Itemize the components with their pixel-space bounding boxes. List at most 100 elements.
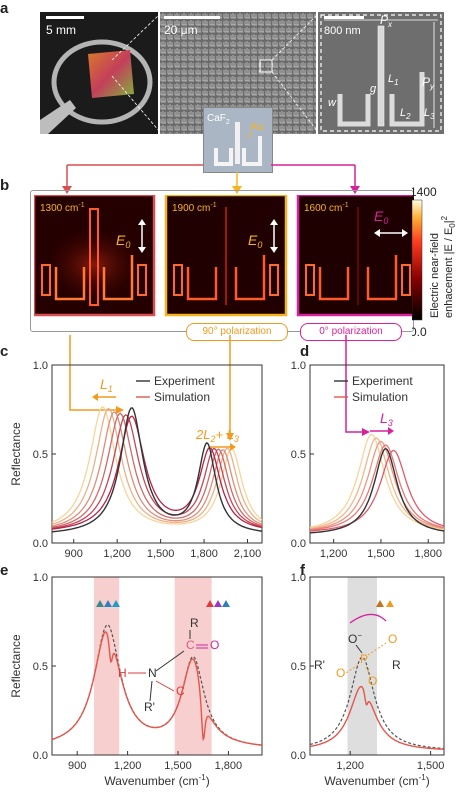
map-1300-e0: E0 bbox=[116, 232, 130, 250]
map-1900-e0: E0 bbox=[248, 232, 262, 250]
y-tick-label: 1.0 bbox=[33, 572, 48, 584]
x-tick-label: 1,500 bbox=[147, 548, 175, 560]
label-w: w bbox=[328, 97, 337, 109]
colorbar: 1400 0.0 Electric near-field enhacement … bbox=[412, 186, 457, 339]
atom-r: R bbox=[392, 658, 401, 672]
field-map-1600: 1600 cm-1 E0 bbox=[296, 195, 414, 317]
molecule-curve bbox=[309, 685, 444, 750]
mode-marker-triangle bbox=[222, 600, 230, 607]
amide-molecule: RC OH NCR' bbox=[118, 616, 219, 714]
panel-letter-d: d bbox=[300, 343, 310, 360]
chart-c: 900 1,200 1,500 1,800 2,100 0.0 0.5 1.0 Reflecta… bbox=[9, 360, 263, 560]
mode-marker-triangle bbox=[386, 600, 394, 607]
x-axis-label: Wavenumber (cm-1) bbox=[104, 773, 209, 788]
sample-photo-drawing: 5 mm bbox=[40, 16, 153, 134]
field-map-1900: 1900 cm-1 E0 bbox=[164, 195, 288, 317]
field-map-1300: 1300 cm-1 E0 bbox=[34, 195, 156, 317]
bond bbox=[365, 666, 371, 676]
simulation-curve-2 bbox=[309, 440, 445, 530]
svg-text:Electric near-field: Electric near-field bbox=[429, 233, 441, 318]
atom-n: N bbox=[148, 666, 157, 680]
simulation-curve-4 bbox=[51, 414, 263, 530]
pol-connectors bbox=[69, 335, 370, 441]
dashed-reference-curve bbox=[309, 656, 445, 750]
pol-0-label: 0° polarization bbox=[300, 323, 402, 341]
y-axis-label: Reflectance bbox=[9, 422, 23, 486]
map-1600-label: 1600 cm-1 bbox=[304, 202, 349, 214]
legend-experiment-label: Experiment bbox=[154, 374, 215, 388]
panel-letter-b: b bbox=[0, 177, 10, 194]
x-tick-label: 1,200 bbox=[320, 548, 348, 560]
y-tick-label: 1.0 bbox=[33, 360, 48, 372]
experiment-curve bbox=[51, 406, 263, 533]
label-py: Py bbox=[422, 75, 435, 91]
x-tick-label: 2,100 bbox=[234, 548, 262, 560]
legend-experiment-label: Experiment bbox=[352, 374, 413, 388]
bond bbox=[149, 680, 153, 702]
label-px: Px bbox=[380, 13, 393, 29]
x-tick-label: 1,500 bbox=[164, 760, 192, 772]
bond bbox=[355, 644, 363, 654]
simulation-curve-4 bbox=[310, 449, 445, 532]
annotation-l1-arrowhead bbox=[92, 393, 98, 401]
unit-cell-sem-image: 800 nm Px Py w g L1 L2 L3 bbox=[318, 12, 444, 134]
y-tick-label: 0.0 bbox=[33, 750, 48, 762]
x-tick-label: 900 bbox=[65, 548, 83, 560]
chart-d: 1,200 1,500 1,800 0.0 0.5 1.0 Experiment Simula… bbox=[291, 360, 445, 560]
chart-e: 900 1,200 1,500 1,800 0.0 0.5 1.0 Reflectance Wa… bbox=[9, 572, 263, 788]
inset-au-label: Au bbox=[250, 121, 263, 133]
map-1300-label: 1300 cm-1 bbox=[40, 202, 85, 214]
atom-c: C bbox=[176, 684, 185, 698]
plot-frame bbox=[51, 576, 263, 756]
inset-caf2-label: CaF2 bbox=[207, 113, 230, 126]
panel-letter-e: e bbox=[0, 562, 9, 579]
colorbar-min: 0.0 bbox=[412, 325, 427, 339]
scale-bar-20um: 20 μm bbox=[164, 23, 198, 37]
atom-o2: O bbox=[336, 666, 345, 680]
experiment-curve bbox=[309, 447, 445, 534]
y-tick-label: 0.5 bbox=[291, 449, 306, 461]
field-maps: 1300 cm-1 E0 1900 cm-1 E0 1600 cm-1 E0 bbox=[34, 195, 414, 317]
bond bbox=[345, 664, 359, 674]
unit-cell-drawing: 800 nm Px Py w g L1 L2 L3 bbox=[318, 12, 444, 134]
mode-marker-triangle bbox=[376, 600, 384, 607]
atom-p: P bbox=[360, 652, 368, 666]
label-l1: L1 bbox=[388, 73, 399, 87]
map-1900-label: 1900 cm-1 bbox=[172, 202, 217, 214]
label-l3: L3 bbox=[424, 107, 435, 121]
panel-letter-a: a bbox=[0, 0, 9, 17]
y-tick-label: 0.5 bbox=[291, 661, 306, 673]
y-axis-label: Reflectance bbox=[9, 634, 23, 698]
shaded-region-0 bbox=[347, 577, 377, 755]
sample-photo: 5 mm bbox=[40, 12, 158, 134]
x-tick-label: 1,200 bbox=[336, 760, 364, 772]
colorbar-label: Electric near-field enhacement |E / E0|2 bbox=[429, 215, 457, 318]
y-tick-label: 0.0 bbox=[291, 538, 306, 550]
colorbar-max: 1400 bbox=[412, 186, 437, 199]
map-1600-e0: E0 bbox=[374, 208, 388, 226]
atom-c: C bbox=[186, 638, 195, 652]
atom-o3: O bbox=[368, 674, 377, 688]
spectra-svg: 900 1,200 1,500 1,800 2,100 0.0 0.5 1.0 Reflecta… bbox=[9, 335, 445, 788]
atom-r: R bbox=[190, 616, 199, 630]
y-tick-label: 1.0 bbox=[291, 572, 306, 584]
atom-h: H bbox=[118, 666, 127, 680]
y-tick-label: 1.0 bbox=[291, 360, 306, 372]
panel-letter-c: c bbox=[0, 343, 9, 360]
x-tick-label: 1,500 bbox=[417, 760, 445, 772]
x-tick-label: 1,200 bbox=[114, 760, 142, 772]
simulation-curve-1 bbox=[309, 437, 445, 530]
unit-cell-inset: CaF2 Au bbox=[203, 107, 273, 173]
annotation-l3: L3 bbox=[380, 410, 393, 428]
x-tick-label: 900 bbox=[68, 760, 86, 772]
zoom-lines bbox=[111, 13, 319, 133]
label-l2: L2 bbox=[400, 107, 411, 121]
y-tick-label: 0.0 bbox=[33, 538, 48, 550]
atom-o1: O bbox=[388, 632, 397, 646]
bond bbox=[155, 650, 185, 672]
shaded-region-1 bbox=[174, 577, 212, 755]
mode-marker-triangle bbox=[104, 600, 112, 607]
simulation-curve-2 bbox=[51, 411, 263, 527]
mode-marker-triangle bbox=[96, 600, 104, 607]
